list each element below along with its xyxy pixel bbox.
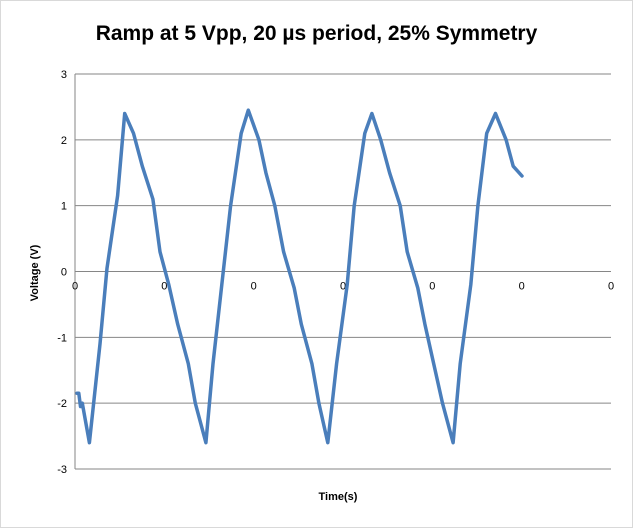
y-tick-label: 1	[61, 201, 67, 213]
y-tick-label: 3	[61, 69, 67, 81]
x-tick-label: 0	[429, 281, 435, 293]
y-tick-label: 2	[61, 135, 67, 147]
gridlines	[74, 73, 611, 470]
x-axis-title: Time(s)	[319, 491, 358, 503]
x-tick-label: 0	[519, 281, 525, 293]
x-tick-label: 0	[161, 281, 167, 293]
x-tick-label: 0	[340, 281, 346, 293]
series-layer	[75, 108, 524, 445]
x-tick-label: 0	[608, 281, 614, 293]
y-tick-label: -1	[57, 332, 67, 344]
y-tick-label: -2	[57, 398, 67, 410]
y-tick-labels: 3 2 1 0 -1 -2 -3	[57, 69, 67, 476]
x-tick-labels: 0 0 0 0 0 0 0	[72, 281, 614, 293]
series-line	[75, 108, 524, 445]
y-axis-title: Voltage (V)	[29, 244, 41, 301]
y-tick-label: 0	[61, 267, 67, 279]
x-tick-label: 0	[72, 281, 78, 293]
x-tick-label: 0	[251, 281, 257, 293]
y-tick-label: -3	[57, 464, 67, 476]
chart-title: Ramp at 5 Vpp, 20 µs period, 25% Symmetr…	[95, 22, 538, 45]
